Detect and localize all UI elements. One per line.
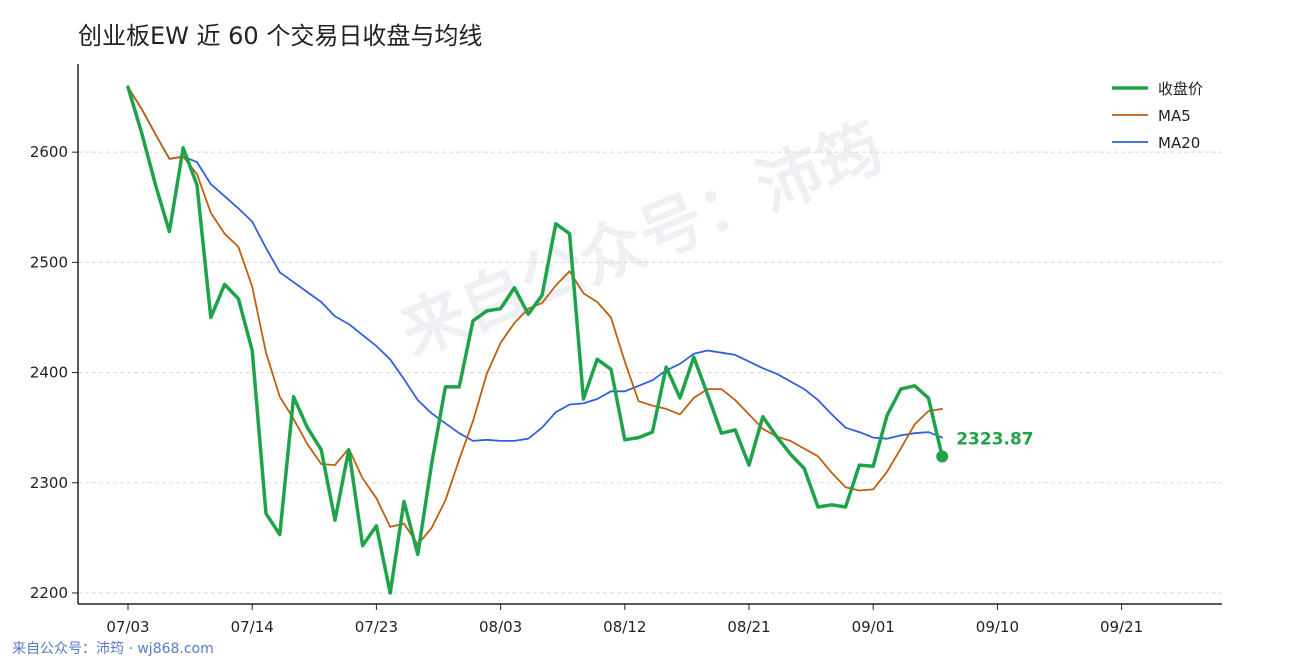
x-tick-label: 07/03 <box>106 618 149 636</box>
x-tick-label: 08/21 <box>727 618 770 636</box>
legend-label: 收盘价 <box>1158 80 1203 98</box>
legend: 收盘价 MA5 MA20 <box>1112 80 1203 152</box>
series-line-close <box>126 85 944 595</box>
x-axis-ticks: 07/03 07/14 07/23 08/03 08/12 08/21 09/01 09/10… <box>106 604 1143 636</box>
x-tick-label: 08/12 <box>603 618 646 636</box>
x-tick-label: 07/14 <box>231 618 274 636</box>
end-marker: 2323.87 <box>936 429 1034 463</box>
series-lines <box>126 85 944 595</box>
grid-lines <box>78 151 1222 594</box>
x-tick-label: 07/23 <box>355 618 398 636</box>
last-close-label: 2323.87 <box>956 429 1033 449</box>
x-tick-label: 08/03 <box>479 618 522 636</box>
legend-label: MA5 <box>1158 107 1191 125</box>
x-tick-label: 09/21 <box>1100 618 1143 636</box>
y-axis-ticks: 2200 2300 2400 2500 2600 <box>30 143 78 602</box>
chart-title: 创业板EW 近 60 个交易日收盘与均线 <box>78 22 482 50</box>
x-tick-label: 09/01 <box>852 618 895 636</box>
legend-label: MA20 <box>1158 134 1200 152</box>
y-tick-label: 2400 <box>30 364 68 382</box>
axes <box>77 64 1222 605</box>
x-tick-label: 09/10 <box>976 618 1019 636</box>
footer-credit: 来自公众号：沛筠 · wj868.com <box>12 640 214 657</box>
y-tick-label: 2600 <box>30 143 68 161</box>
series-line-ma20 <box>127 86 944 442</box>
y-tick-label: 2200 <box>30 584 68 602</box>
watermark: 来自公众号：沛筠 <box>391 110 893 370</box>
last-close-dot <box>936 450 949 463</box>
y-tick-label: 2500 <box>30 253 68 271</box>
y-tick-label: 2300 <box>30 474 68 492</box>
